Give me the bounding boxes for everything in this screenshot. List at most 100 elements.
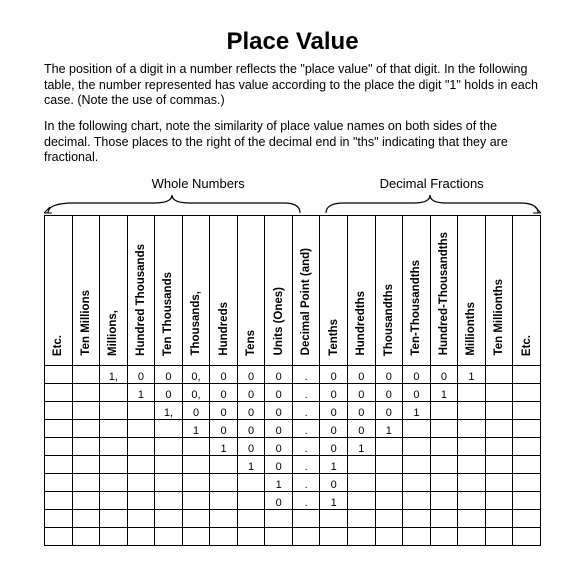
column-header: Ten Millions xyxy=(72,215,100,365)
column-header: Decimal Point (and) xyxy=(292,215,320,365)
table-cell: 0, xyxy=(182,365,210,383)
table-cell xyxy=(513,401,541,419)
table-cell: 1 xyxy=(320,455,348,473)
table-cell xyxy=(72,365,100,383)
table-row: 1,0000.0001 xyxy=(45,401,541,419)
column-header-label: Ten Millions xyxy=(80,288,92,358)
table-cell: . xyxy=(292,383,320,401)
table-cell xyxy=(155,473,183,491)
table-cell xyxy=(458,383,486,401)
table-cell: 1 xyxy=(348,437,376,455)
table-cell xyxy=(45,437,73,455)
table-cell xyxy=(485,527,513,545)
table-cell xyxy=(320,509,348,527)
column-header-label: Millions, xyxy=(107,308,119,358)
table-cell xyxy=(348,509,376,527)
table-cell xyxy=(127,455,155,473)
table-cell: 1 xyxy=(210,437,238,455)
column-header: Ten Thousands xyxy=(155,215,183,365)
table-cell xyxy=(513,383,541,401)
table-row: 1000.001 xyxy=(45,419,541,437)
table-cell xyxy=(485,419,513,437)
table-cell xyxy=(72,419,100,437)
table-cell xyxy=(45,455,73,473)
table-cell xyxy=(72,401,100,419)
table-cell xyxy=(513,437,541,455)
table-row: 10.1 xyxy=(45,455,541,473)
table-cell xyxy=(348,527,376,545)
table-cell xyxy=(430,401,458,419)
place-value-table: Etc.Ten MillionsMillions,Hundred Thousan… xyxy=(44,215,541,546)
table-cell: 1 xyxy=(320,491,348,509)
table-cell: 0 xyxy=(375,401,403,419)
table-row xyxy=(45,527,541,545)
column-header: Hundred-Thousandths xyxy=(430,215,458,365)
table-cell xyxy=(513,473,541,491)
table-cell: . xyxy=(292,491,320,509)
column-header: Tens xyxy=(237,215,265,365)
table-cell: 1 xyxy=(265,473,293,491)
table-cell: 0 xyxy=(265,419,293,437)
table-cell: 0 xyxy=(210,365,238,383)
table-cell xyxy=(127,509,155,527)
table-cell xyxy=(45,527,73,545)
table-cell: 0, xyxy=(182,383,210,401)
table-cell xyxy=(100,437,128,455)
table-cell xyxy=(237,473,265,491)
table-cell: 0 xyxy=(375,383,403,401)
table-cell xyxy=(403,491,431,509)
column-header: Ten-Thousandths xyxy=(403,215,431,365)
table-cell: 0 xyxy=(320,401,348,419)
column-header: Millions, xyxy=(100,215,128,365)
section-labels: Whole Numbers Decimal Fractions xyxy=(44,176,541,191)
table-cell xyxy=(72,383,100,401)
table-cell xyxy=(458,473,486,491)
table-cell xyxy=(127,491,155,509)
table-cell xyxy=(237,509,265,527)
table-cell xyxy=(403,419,431,437)
column-header: Units (Ones) xyxy=(265,215,293,365)
table-cell: 0 xyxy=(237,401,265,419)
table-cell: 0 xyxy=(320,383,348,401)
table-cell xyxy=(100,509,128,527)
table-cell: 0 xyxy=(403,365,431,383)
table-cell xyxy=(127,437,155,455)
table-cell: 0 xyxy=(320,473,348,491)
column-header: Thousandths xyxy=(375,215,403,365)
intro-paragraph-2: In the following chart, note the similar… xyxy=(44,119,541,166)
table-cell xyxy=(72,437,100,455)
column-header-label: Hundred Thousands xyxy=(135,242,147,358)
table-row xyxy=(45,509,541,527)
table-cell xyxy=(155,509,183,527)
table-cell xyxy=(100,527,128,545)
table-cell: 1, xyxy=(155,401,183,419)
column-header-label: Thousandths xyxy=(383,282,395,358)
column-header-label: Millionths xyxy=(465,300,477,358)
table-cell: 0 xyxy=(237,365,265,383)
column-header-label: Ten Millionths xyxy=(493,277,505,357)
table-cell xyxy=(458,527,486,545)
table-cell xyxy=(182,473,210,491)
table-cell xyxy=(45,491,73,509)
table-cell xyxy=(72,473,100,491)
table-cell: 0 xyxy=(320,419,348,437)
table-cell: 0 xyxy=(210,383,238,401)
column-header-label: Hundred-Thousandths xyxy=(438,230,450,357)
table-cell xyxy=(375,527,403,545)
table-cell xyxy=(348,473,376,491)
table-cell xyxy=(430,437,458,455)
table-cell xyxy=(403,473,431,491)
table-cell xyxy=(45,419,73,437)
column-header: Ten Millionths xyxy=(485,215,513,365)
table-cell xyxy=(155,491,183,509)
table-cell: 0 xyxy=(265,437,293,455)
table-cell xyxy=(375,455,403,473)
table-cell: 0 xyxy=(375,365,403,383)
table-cell: 0 xyxy=(320,437,348,455)
column-header-label: Ten-Thousandths xyxy=(410,258,422,358)
table-cell xyxy=(485,509,513,527)
table-cell xyxy=(403,455,431,473)
table-cell xyxy=(210,473,238,491)
table-cell: 1 xyxy=(127,383,155,401)
table-cell xyxy=(182,527,210,545)
